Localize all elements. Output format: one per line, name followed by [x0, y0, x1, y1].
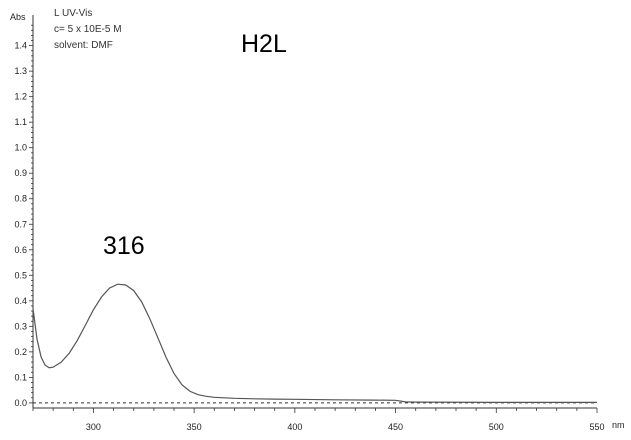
- x-axis-label: nm: [612, 420, 625, 430]
- y-tick-label: 0.3: [14, 321, 27, 331]
- x-axis-ticks: 300 350 400 450 500 550: [32, 408, 605, 432]
- x-tick-label: 350: [187, 422, 202, 432]
- info-line-1: L UV-Vis: [54, 8, 92, 19]
- x-tick-label: 450: [388, 422, 403, 432]
- y-tick-label: 1.1: [14, 117, 27, 127]
- info-line-2: c= 5 x 10E-5 M: [54, 24, 122, 35]
- x-tick-label: 500: [489, 422, 504, 432]
- y-tick-label: 0.7: [14, 219, 27, 229]
- y-tick-label: 0.1: [14, 372, 27, 382]
- peak-label: 316: [103, 232, 145, 260]
- y-tick-label: 0.5: [14, 270, 27, 280]
- y-tick-label: 0.9: [14, 168, 27, 178]
- info-line-3: solvent: DMF: [54, 40, 113, 51]
- y-axis-label: Abs: [10, 12, 26, 22]
- y-axis-ticks: 0.0 0.1 0.2 0.3 0.4 0.5 0.6 0.7 0.8 0.9 1.0 1.1 1.2 1…: [14, 24, 33, 408]
- y-tick-label: 0.2: [14, 347, 27, 357]
- y-tick-label: 0.8: [14, 194, 27, 204]
- y-tick-label: 1.3: [14, 66, 27, 76]
- y-tick-label: 1.0: [14, 143, 27, 153]
- chart-title: H2L: [241, 30, 287, 58]
- x-tick-label: 400: [287, 422, 302, 432]
- x-tick-label: 300: [86, 422, 101, 432]
- y-tick-label: 0.6: [14, 245, 27, 255]
- spectrum-line: [32, 283, 597, 403]
- y-tick-label: 1.2: [14, 92, 27, 102]
- x-tick-label: 550: [589, 422, 604, 432]
- y-tick-label: 0.4: [14, 296, 27, 306]
- y-tick-label: 1.4: [14, 41, 27, 51]
- y-tick-label: 0.0: [14, 398, 27, 408]
